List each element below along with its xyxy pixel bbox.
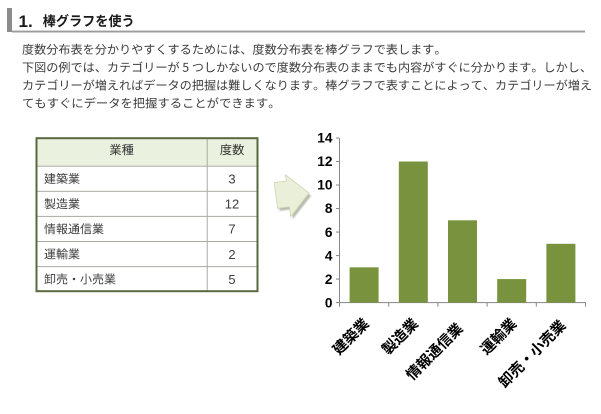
svg-text:0: 0 — [325, 295, 333, 310]
svg-text:3: 3 — [228, 172, 235, 187]
svg-text:10: 10 — [317, 178, 333, 193]
svg-text:2: 2 — [325, 272, 333, 287]
svg-text:5: 5 — [228, 272, 235, 287]
svg-text:14: 14 — [317, 131, 333, 146]
svg-text:7: 7 — [228, 222, 235, 237]
svg-text:8: 8 — [325, 201, 333, 216]
svg-text:4: 4 — [325, 248, 333, 263]
svg-text:2: 2 — [228, 247, 235, 262]
svg-text:1.: 1. — [19, 12, 33, 31]
svg-text:6: 6 — [325, 225, 333, 240]
svg-text:12: 12 — [317, 154, 333, 169]
svg-text:12: 12 — [225, 197, 239, 212]
